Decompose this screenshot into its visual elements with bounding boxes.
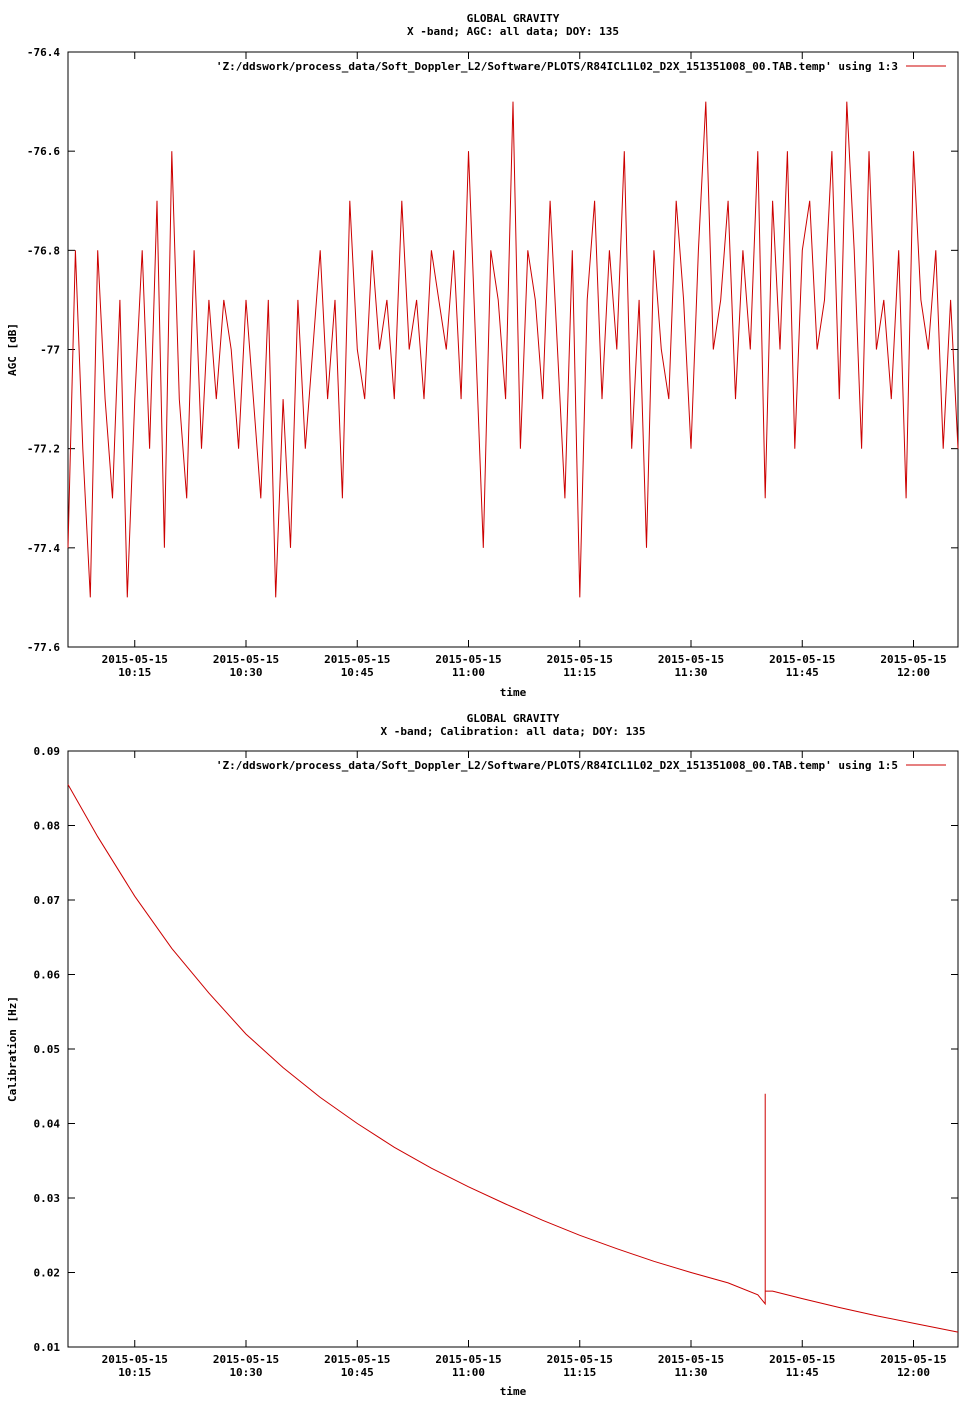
x-tick-date-label: 2015-05-15 xyxy=(213,1353,279,1366)
y-tick-label: -76.6 xyxy=(27,145,60,158)
series-line-0 xyxy=(67,101,959,598)
y-tick-label: -76.4 xyxy=(27,46,60,59)
chart-title: GLOBAL GRAVITY xyxy=(467,712,560,725)
x-tick-time-label: 11:00 xyxy=(452,1366,485,1379)
series-line-0 xyxy=(67,784,959,1333)
x-tick-time-label: 11:45 xyxy=(786,1366,819,1379)
x-tick-date-label: 2015-05-15 xyxy=(658,653,724,666)
x-tick-time-label: 10:30 xyxy=(229,1366,262,1379)
x-tick-date-label: 2015-05-15 xyxy=(880,653,946,666)
chart-subtitle: X -band; Calibration: all data; DOY: 135 xyxy=(381,725,646,738)
x-tick-date-label: 2015-05-15 xyxy=(547,1353,613,1366)
y-axis-label: Calibration [Hz] xyxy=(6,996,19,1102)
x-tick-date-label: 2015-05-15 xyxy=(435,653,501,666)
x-tick-time-label: 10:45 xyxy=(341,1366,374,1379)
x-tick-time-label: 10:15 xyxy=(118,1366,151,1379)
chart-subtitle: X -band; AGC: all data; DOY: 135 xyxy=(407,25,619,38)
y-tick-label: -77.4 xyxy=(27,542,60,555)
x-tick-date-label: 2015-05-15 xyxy=(769,1353,835,1366)
y-tick-label: 0.05 xyxy=(34,1043,61,1056)
y-tick-label: 0.03 xyxy=(34,1192,61,1205)
x-tick-time-label: 11:00 xyxy=(452,666,485,679)
y-axis-label: AGC [dB] xyxy=(6,323,19,376)
x-tick-date-label: 2015-05-15 xyxy=(324,1353,390,1366)
y-tick-label: 0.02 xyxy=(34,1267,61,1280)
plot-frame xyxy=(67,51,959,648)
legend-label: 'Z:/ddswork/process_data/Soft_Doppler_L2… xyxy=(216,60,898,73)
x-tick-time-label: 10:45 xyxy=(341,666,374,679)
x-tick-time-label: 12:00 xyxy=(897,666,930,679)
plot-frame xyxy=(67,750,959,1348)
x-axis-label: time xyxy=(500,1385,527,1398)
x-tick-date-label: 2015-05-15 xyxy=(213,653,279,666)
chart-title: GLOBAL GRAVITY xyxy=(467,12,560,25)
y-tick-label: -77 xyxy=(40,344,60,357)
y-tick-label: 0.08 xyxy=(34,820,61,833)
x-tick-time-label: 11:30 xyxy=(674,666,707,679)
y-tick-label: 0.09 xyxy=(34,745,61,758)
x-tick-date-label: 2015-05-15 xyxy=(880,1353,946,1366)
y-tick-label: -76.8 xyxy=(27,244,60,257)
y-tick-label: 0.01 xyxy=(34,1341,61,1354)
x-tick-date-label: 2015-05-15 xyxy=(102,653,168,666)
x-tick-time-label: 11:15 xyxy=(563,666,596,679)
x-tick-date-label: 2015-05-15 xyxy=(547,653,613,666)
x-tick-date-label: 2015-05-15 xyxy=(102,1353,168,1366)
x-tick-date-label: 2015-05-15 xyxy=(769,653,835,666)
x-tick-time-label: 10:15 xyxy=(118,666,151,679)
y-tick-label: -77.6 xyxy=(27,641,60,654)
x-axis-label: time xyxy=(500,686,527,699)
y-tick-label: 0.06 xyxy=(34,969,61,982)
x-tick-time-label: 11:45 xyxy=(786,666,819,679)
y-tick-label: -77.2 xyxy=(27,443,60,456)
x-tick-date-label: 2015-05-15 xyxy=(435,1353,501,1366)
x-tick-time-label: 10:30 xyxy=(229,666,262,679)
y-tick-label: 0.04 xyxy=(34,1118,61,1131)
x-tick-date-label: 2015-05-15 xyxy=(658,1353,724,1366)
legend-label: 'Z:/ddswork/process_data/Soft_Doppler_L2… xyxy=(216,759,898,772)
y-tick-label: 0.07 xyxy=(34,894,61,907)
x-tick-time-label: 12:00 xyxy=(897,1366,930,1379)
x-tick-date-label: 2015-05-15 xyxy=(324,653,390,666)
x-tick-time-label: 11:15 xyxy=(563,1366,596,1379)
x-tick-time-label: 11:30 xyxy=(674,1366,707,1379)
